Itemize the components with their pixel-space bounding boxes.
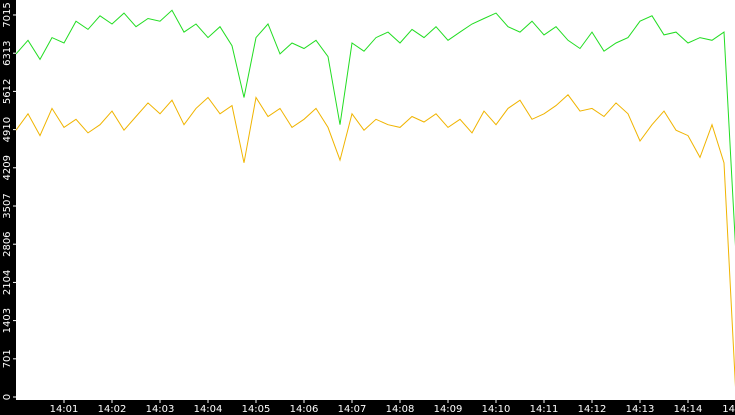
x-tick-label: 14:11 xyxy=(530,404,559,415)
x-tick-label: 14:05 xyxy=(242,404,271,415)
y-tick-label: 6313 xyxy=(2,40,13,65)
series-line xyxy=(15,9,735,247)
x-tick-label: 14:06 xyxy=(290,404,319,415)
y-tick-label: 1403 xyxy=(2,308,13,333)
y-tick-label: 701 xyxy=(2,349,13,368)
x-tick-label: 14 xyxy=(722,404,735,415)
y-tick-label: 4910 xyxy=(2,117,13,142)
plot-area xyxy=(16,0,735,400)
y-tick-label: 2104 xyxy=(2,270,13,295)
y-tick-label: 2806 xyxy=(2,231,13,256)
y-tick-label: 7015 xyxy=(2,2,13,27)
x-tick-label: 14:07 xyxy=(338,404,367,415)
x-tick-label: 14:13 xyxy=(626,404,655,415)
x-tick-label: 14:02 xyxy=(98,404,127,415)
y-tick-label: 4209 xyxy=(2,155,13,180)
y-tick-label: 3507 xyxy=(2,193,13,218)
x-tick-label: 14:10 xyxy=(482,404,511,415)
x-tick-label: 14:09 xyxy=(434,404,463,415)
x-tick-label: 14:01 xyxy=(50,404,79,415)
x-tick-label: 14:14 xyxy=(674,404,703,415)
x-tick-label: 14:08 xyxy=(386,404,415,415)
y-tick-label: 5612 xyxy=(2,79,13,104)
y-tick-label: 0 xyxy=(2,394,13,400)
x-tick-label: 14:03 xyxy=(146,404,175,415)
x-tick-label: 14:04 xyxy=(194,404,223,415)
series-line xyxy=(15,94,735,388)
x-tick-label: 14:12 xyxy=(578,404,607,415)
